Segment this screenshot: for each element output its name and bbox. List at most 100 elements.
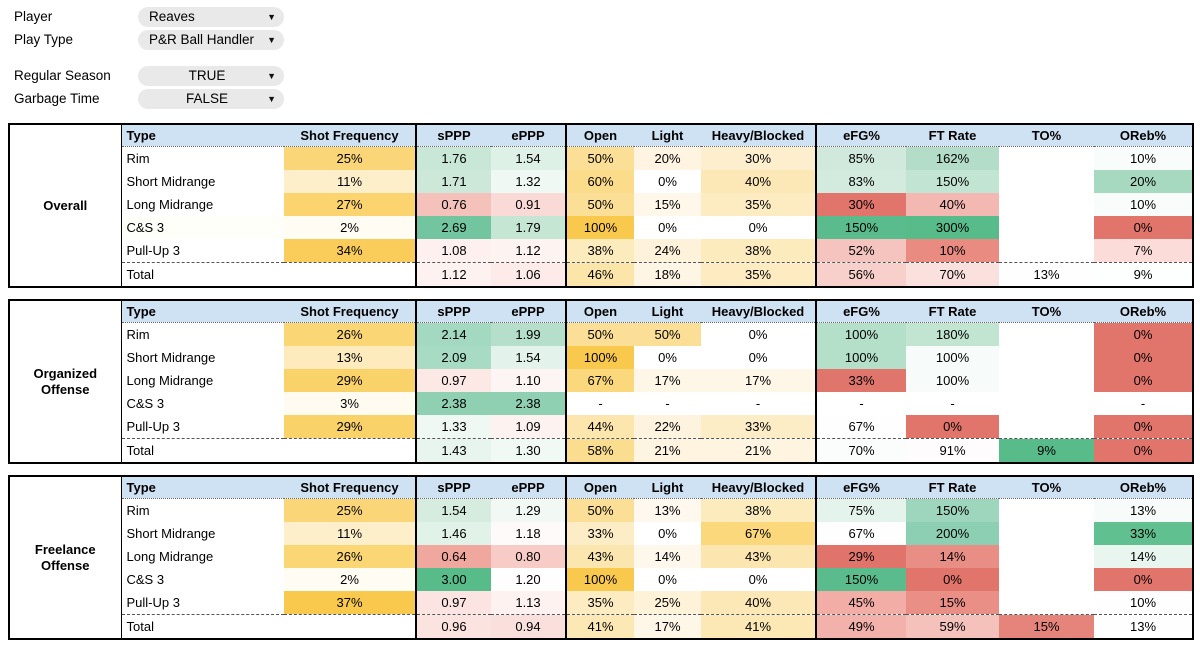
stat-cell (284, 438, 417, 463)
column-header: OReb% (1094, 476, 1193, 499)
stat-cell: 15% (906, 591, 999, 615)
stat-cell: 24% (634, 239, 701, 263)
stat-cell: 21% (634, 438, 701, 463)
stat-cell: 35% (701, 193, 817, 216)
stat-cell (999, 346, 1094, 369)
stat-cell: 1.10 (491, 369, 567, 392)
stat-cell: 0% (701, 346, 817, 369)
stat-cell: 25% (284, 146, 417, 170)
stat-cell: 50% (566, 146, 634, 170)
filter-dropdown-player[interactable]: Reaves ▼ (138, 7, 284, 27)
stat-cell: 1.13 (491, 591, 567, 615)
stat-cell: 2.38 (416, 392, 491, 415)
stat-cell: 3% (284, 392, 417, 415)
column-header: Light (634, 476, 701, 499)
stat-cell: 67% (816, 522, 906, 545)
column-header: eFG% (816, 124, 906, 147)
stat-cell: 150% (906, 498, 999, 522)
stat-cell: 1.43 (416, 438, 491, 463)
stat-cell: 100% (816, 322, 906, 346)
table-row: Long Midrange 26% 0.64 0.80 43% 14% 43% 29% 14% 1… (9, 545, 1193, 568)
table-row: C&S 3 3% 2.38 2.38- - - - - - (9, 392, 1193, 415)
column-header: ePPP (491, 476, 567, 499)
filter-row: Play Type P&R Ball Handler ▼ (14, 30, 284, 50)
stat-cell: 10% (1094, 193, 1193, 216)
column-header: OReb% (1094, 124, 1193, 147)
stat-cell: 100% (566, 346, 634, 369)
dropdown-arrow-icon: ▼ (267, 71, 276, 81)
column-header: TO% (999, 300, 1094, 323)
row-label: Short Midrange (126, 174, 216, 189)
row-label: Short Midrange (126, 526, 216, 541)
stat-cell: 33% (566, 522, 634, 545)
row-label: C&S 3 (126, 396, 165, 411)
column-header: Shot Frequency (284, 124, 417, 147)
stat-cell: 0% (1094, 216, 1193, 239)
column-header: FT Rate (906, 476, 999, 499)
column-header: Open (566, 124, 634, 147)
stat-cell: 150% (816, 216, 906, 239)
stat-cell: 10% (1094, 591, 1193, 615)
stat-cell: 13% (1094, 614, 1193, 639)
table-row: Short Midrange 13% 2.09 1.54 100% 0% 0% 100% 100… (9, 346, 1193, 369)
stat-cell (999, 522, 1094, 545)
stat-cell: 200% (906, 522, 999, 545)
stat-cell: 29% (284, 415, 417, 439)
filter-label: Garbage Time (14, 91, 100, 106)
stat-cell: 20% (634, 146, 701, 170)
stat-cell: 13% (284, 346, 417, 369)
stat-cell: 9% (999, 438, 1094, 463)
filter-row: Garbage Time FALSE ▼ (14, 89, 284, 109)
row-label: Rim (126, 151, 150, 166)
column-header: FT Rate (906, 300, 999, 323)
section-label: Organized Offense (9, 300, 122, 463)
column-header: eFG% (816, 300, 906, 323)
column-header: Shot Frequency (284, 476, 417, 499)
column-header: FT Rate (906, 124, 999, 147)
table-row: C&S 3 2% 3.00 1.20 100% 0% 0% 150% 0% 0% (9, 568, 1193, 591)
row-label: Short Midrange (126, 350, 216, 365)
stat-cell: 26% (284, 322, 417, 346)
stat-cell: 13% (634, 498, 701, 522)
stat-cell: 14% (1094, 545, 1193, 568)
stat-cell: 2% (284, 216, 417, 239)
stat-cell: 180% (906, 322, 999, 346)
stat-cell: 15% (999, 614, 1094, 639)
stat-cell: 67% (816, 415, 906, 439)
stat-cell: 1.54 (416, 498, 491, 522)
table-row: Pull-Up 3 29% 1.33 1.09 44% 22% 33% 67% 0% 0% (9, 415, 1193, 439)
filter-row: Player Reaves ▼ (14, 7, 284, 27)
filter-dropdown-regular-season[interactable]: TRUE ▼ (138, 66, 284, 86)
stat-cell: 150% (816, 568, 906, 591)
stat-cell: 100% (906, 346, 999, 369)
stat-cell: 33% (1094, 522, 1193, 545)
stat-cell: 100% (566, 216, 634, 239)
stat-cell: 11% (284, 170, 417, 193)
row-label: Long Midrange (126, 373, 214, 388)
stat-cell: 2% (284, 568, 417, 591)
stat-cell (284, 262, 417, 287)
stat-cell (999, 193, 1094, 216)
column-header: Heavy/Blocked (701, 124, 817, 147)
stat-cell: 1.54 (491, 346, 567, 369)
dropdown-value: Reaves (149, 9, 195, 24)
stat-cell: 0.80 (491, 545, 567, 568)
column-header: Open (566, 476, 634, 499)
row-label: Total (121, 438, 284, 463)
stat-cell: 2.69 (416, 216, 491, 239)
total-row: Total 1.43 1.30 58% 21% 21% 70% 91% 9% 0% (9, 438, 1193, 463)
stat-cell: 0% (906, 568, 999, 591)
stat-cell: 150% (906, 170, 999, 193)
column-header: Type (121, 476, 284, 499)
stat-cell: 17% (634, 614, 701, 639)
stat-cell: 29% (816, 545, 906, 568)
stat-cell: 13% (1094, 498, 1193, 522)
filter-dropdown-garbage-time[interactable]: FALSE ▼ (138, 89, 284, 109)
stat-cell: 0% (1094, 415, 1193, 439)
stat-cell: 1.29 (491, 498, 567, 522)
filter-dropdown-play-type[interactable]: P&R Ball Handler ▼ (138, 30, 284, 50)
table-row: Short Midrange 11% 1.46 1.18 33% 0% 67% 67% 200%… (9, 522, 1193, 545)
stat-cell: 1.06 (491, 262, 567, 287)
stat-cell: 3.00 (416, 568, 491, 591)
row-label: Total (121, 614, 284, 639)
